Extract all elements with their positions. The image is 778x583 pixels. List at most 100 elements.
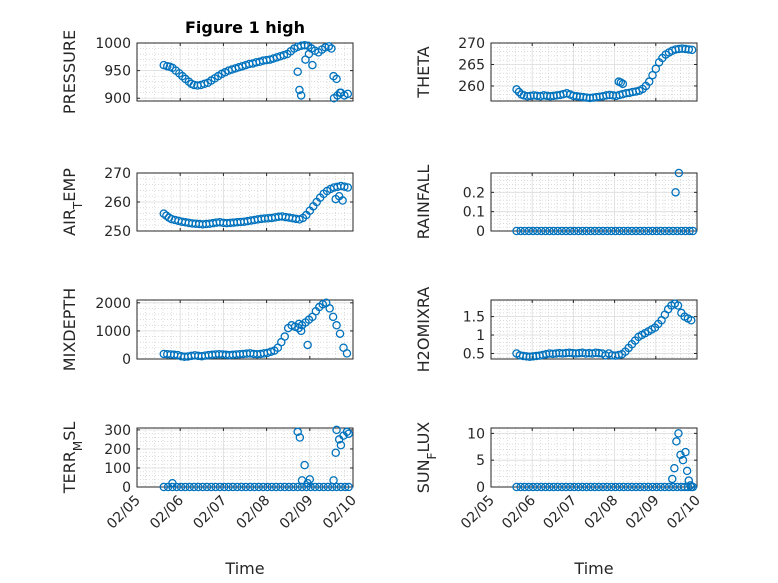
subplot-pressure: 900 950 1000 PRESSURE Figure 1 high [60, 18, 354, 114]
data-point [516, 226, 525, 236]
data-point [189, 482, 199, 492]
data-point [631, 482, 641, 492]
data-point [293, 427, 302, 437]
y-axis-label: PRESSURE [60, 30, 79, 114]
data-point [524, 226, 534, 236]
data-point [200, 79, 209, 89]
data-point [524, 482, 534, 492]
data-point [623, 482, 633, 492]
data-point [668, 482, 678, 492]
data-point [300, 460, 309, 470]
data-point [598, 226, 608, 236]
data-point [578, 482, 587, 492]
data-point [271, 482, 281, 492]
minor-grid [491, 300, 697, 359]
x-tick-label: 02/05 [104, 493, 144, 533]
data-point [207, 482, 216, 492]
data-point [644, 482, 653, 492]
data-point [532, 226, 542, 236]
y-tick-label: 5 [476, 453, 485, 469]
data-point [553, 226, 562, 236]
data-series [512, 44, 697, 103]
y-axis-label: RAINFALL [414, 165, 433, 240]
subplot-h2omixra: 0.5 1 1.5 H2OMIXRA [414, 287, 698, 372]
subplot-theta: 260 265 270 THETA [414, 36, 698, 103]
y-tick-label: 1.5 [463, 310, 485, 326]
y-tick-label: 0.1 [463, 205, 485, 221]
data-point [296, 91, 306, 100]
data-point [220, 482, 229, 492]
subplot-air_temp: 250 260 270 AIRTEMP [60, 166, 354, 240]
y-tick-label: 950 [104, 64, 131, 80]
data-point [644, 226, 653, 236]
subplot-rainfall: 0 0.1 0.2 RAINFALL [414, 165, 698, 240]
data-point [181, 482, 190, 492]
y-tick-label: 260 [458, 79, 485, 95]
data-point [615, 226, 624, 236]
data-point [332, 425, 341, 435]
data-point [176, 482, 186, 492]
data-point [648, 482, 657, 492]
data-point [528, 226, 538, 236]
data-point [342, 427, 352, 437]
data-point [611, 482, 620, 492]
data-point [198, 482, 207, 492]
data-point [565, 226, 575, 236]
axes-frame [136, 42, 354, 102]
data-point [651, 64, 661, 74]
data-point [340, 482, 350, 492]
major-grid [137, 43, 353, 101]
y-tick-label: 0 [122, 480, 131, 496]
data-point [228, 482, 238, 492]
data-point [332, 321, 341, 330]
x-tick-label: 02/06 [147, 492, 187, 532]
data-point [245, 482, 255, 492]
data-point [194, 482, 203, 492]
data-point [202, 482, 212, 492]
y-tick-label: 250 [104, 224, 131, 240]
data-point [258, 482, 268, 492]
data-point [652, 226, 661, 236]
data-series [159, 181, 353, 229]
x-tick-label: 02/09 [623, 493, 663, 533]
data-point [241, 482, 251, 492]
data-point [541, 482, 550, 492]
data-point [520, 482, 530, 492]
data-point [327, 44, 336, 53]
data-point [305, 475, 315, 484]
x-tick-label: 02/08 [234, 493, 274, 533]
data-point [159, 60, 169, 70]
data-point [594, 482, 604, 492]
data-point [619, 226, 628, 236]
data-point [336, 440, 346, 450]
y-tick-label: 100 [104, 461, 131, 477]
data-point [627, 482, 637, 492]
data-point [215, 482, 225, 492]
axes-background [137, 43, 353, 101]
data-point [590, 226, 600, 236]
x-axis-label: Time [573, 559, 613, 578]
data-point [338, 196, 347, 205]
data-point [302, 482, 311, 492]
data-point [549, 482, 558, 492]
data-point [295, 433, 305, 442]
major-grid [491, 428, 697, 487]
y-tick-label: 1 [476, 328, 485, 344]
data-point [623, 226, 633, 236]
data-point [343, 183, 353, 192]
y-tick-label: 10 [467, 426, 485, 442]
data-point [635, 482, 645, 492]
data-point [159, 209, 169, 218]
data-point [616, 78, 626, 87]
data-point [648, 226, 657, 236]
data-point [324, 42, 334, 51]
data-point [250, 482, 259, 492]
data-point [159, 482, 169, 492]
data-point [668, 474, 677, 484]
data-point [332, 74, 341, 84]
chart-title: Figure 1 high [185, 18, 305, 37]
data-point [321, 43, 330, 52]
data-point [553, 482, 562, 492]
data-point [569, 226, 579, 236]
